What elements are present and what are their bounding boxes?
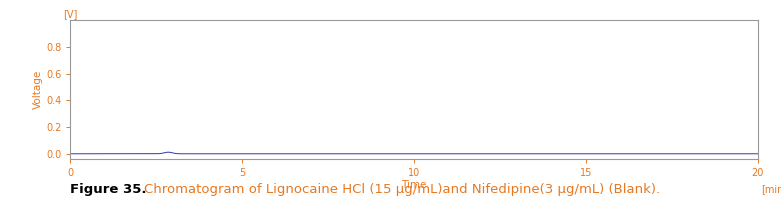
Y-axis label: Voltage: Voltage bbox=[33, 70, 43, 109]
Text: Chromatogram of Lignocaine HCl (15 μg/mL)and Nifedipine(3 μg/mL) (Blank).: Chromatogram of Lignocaine HCl (15 μg/mL… bbox=[144, 183, 661, 196]
Text: [V]: [V] bbox=[63, 9, 78, 19]
Text: Figure 35.: Figure 35. bbox=[70, 183, 147, 196]
X-axis label: Time: Time bbox=[401, 180, 426, 190]
Text: [min.]: [min.] bbox=[761, 184, 781, 194]
